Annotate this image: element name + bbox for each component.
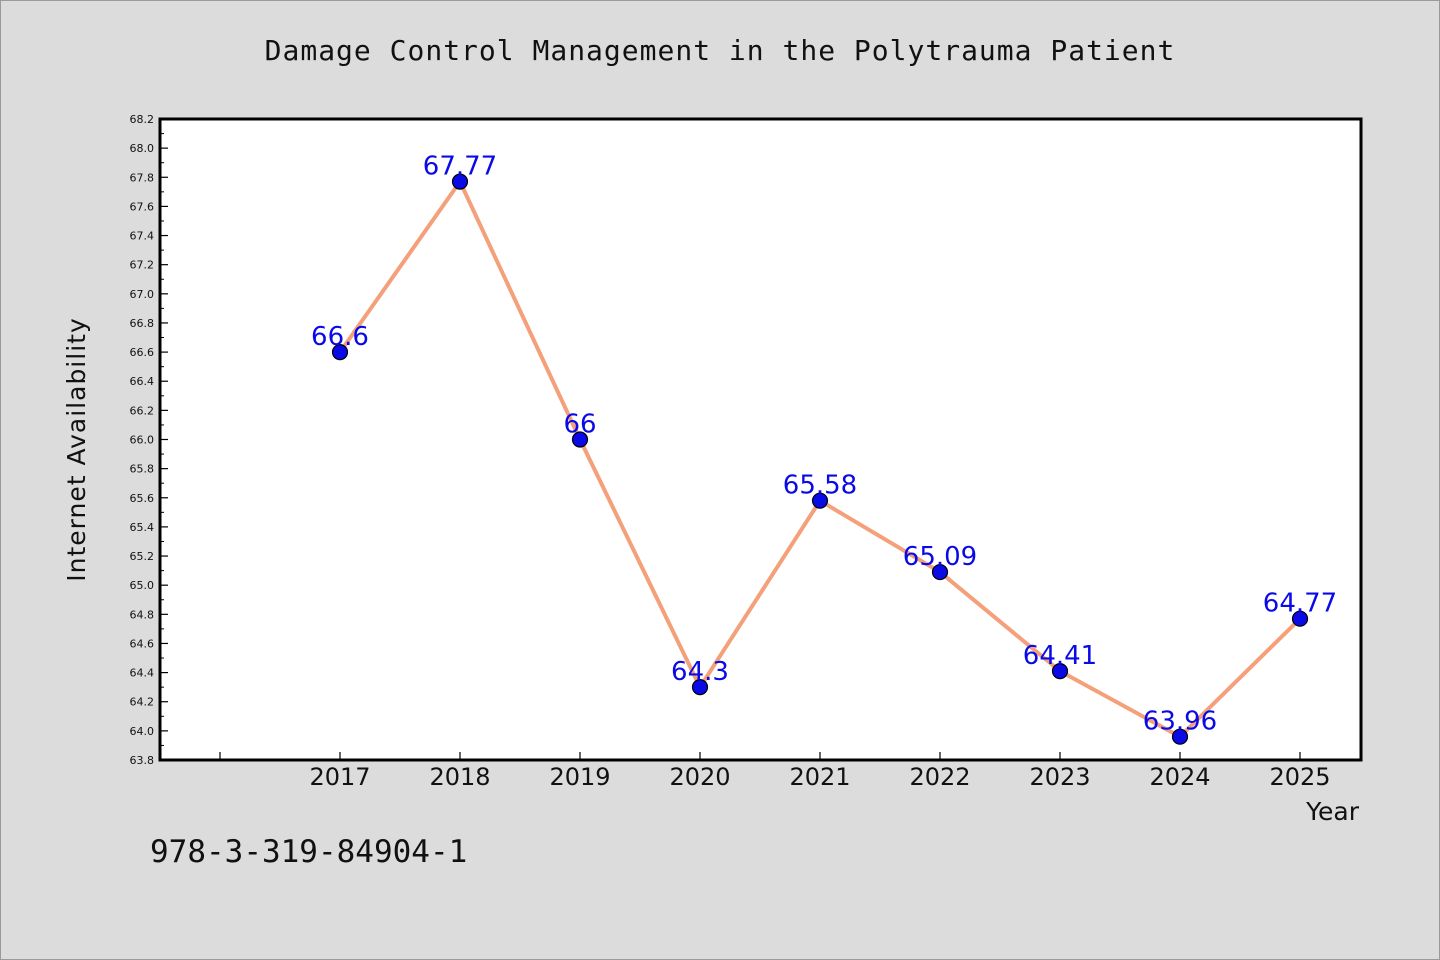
y-tick-label: 65.6 bbox=[130, 492, 155, 505]
data-label: 64.41 bbox=[1023, 641, 1097, 671]
y-tick-label: 65.4 bbox=[130, 521, 155, 534]
y-tick-label: 67.2 bbox=[130, 259, 155, 272]
data-label: 66.6 bbox=[311, 322, 369, 352]
data-point bbox=[691, 679, 709, 696]
y-tick-labels: 63.8 64.0 64.2 64.4 64.6 64.8 65.0 65.2 65.4 65.6… bbox=[130, 113, 155, 767]
y-tick-label: 67.0 bbox=[130, 288, 155, 301]
y-tick-label: 67.6 bbox=[130, 200, 155, 213]
y-tick-label: 64.6 bbox=[130, 637, 155, 650]
y-tick-label: 65.2 bbox=[130, 550, 155, 563]
data-markers bbox=[331, 173, 1309, 745]
data-labels: 66.6 67.77 66 64.3 65.58 65.09 64.41 63.96 64.77 bbox=[311, 152, 1337, 737]
y-tick-label: 65.8 bbox=[130, 463, 155, 476]
y-tick-label: 67.4 bbox=[130, 230, 155, 243]
y-tick-label: 67.8 bbox=[130, 171, 155, 184]
y-tick-label: 64.0 bbox=[130, 725, 155, 738]
data-label: 65.09 bbox=[903, 542, 977, 572]
y-tick-label: 66.0 bbox=[130, 434, 155, 447]
data-point bbox=[331, 343, 349, 361]
x-tick-label: 2018 bbox=[429, 763, 490, 791]
x-tick-label: 2025 bbox=[1269, 763, 1330, 791]
data-label: 64.3 bbox=[671, 657, 729, 687]
y-tick-label: 65.0 bbox=[130, 579, 155, 592]
data-point bbox=[931, 563, 949, 581]
data-label: 67.77 bbox=[423, 152, 497, 182]
data-label: 63.96 bbox=[1143, 707, 1217, 737]
footnote-isbn: 978-3-319-84904-1 bbox=[150, 834, 468, 870]
data-label: 64.77 bbox=[1263, 589, 1337, 619]
y-tick-label: 68.0 bbox=[130, 142, 155, 155]
x-tick-label: 2020 bbox=[669, 763, 730, 791]
data-point bbox=[1171, 728, 1189, 745]
y-tick-label: 68.2 bbox=[130, 113, 155, 126]
x-axis-title: Year bbox=[1305, 797, 1360, 826]
data-label: 65.58 bbox=[783, 471, 857, 501]
y-tick-label: 64.8 bbox=[130, 608, 155, 621]
y-tick-label: 64.4 bbox=[130, 667, 155, 680]
data-point bbox=[451, 173, 469, 190]
x-tick-label: 2017 bbox=[309, 763, 370, 791]
data-point bbox=[811, 492, 829, 509]
x-tick-label: 2019 bbox=[549, 763, 610, 791]
x-tick-label: 2022 bbox=[909, 763, 970, 791]
data-point bbox=[1051, 663, 1069, 680]
x-tick-labels: 2017 2018 2019 2020 2021 2022 2023 2024 2025 bbox=[309, 763, 1330, 791]
chart-title: Damage Control Management in the Polytra… bbox=[264, 34, 1176, 67]
x-tick-label: 2023 bbox=[1029, 763, 1090, 791]
y-tick-label: 66.2 bbox=[130, 404, 155, 417]
y-tick-marks bbox=[160, 118, 168, 761]
data-point bbox=[571, 431, 589, 448]
y-tick-label: 66.4 bbox=[130, 375, 155, 388]
x-tick-label: 2024 bbox=[1149, 763, 1210, 791]
x-tick-label: 2021 bbox=[789, 763, 850, 791]
y-tick-label: 66.6 bbox=[130, 346, 155, 359]
plot-area bbox=[158, 117, 1363, 762]
y-tick-label: 64.2 bbox=[130, 696, 155, 709]
y-tick-label: 63.8 bbox=[130, 754, 155, 767]
data-point bbox=[1291, 610, 1309, 627]
y-tick-label: 66.8 bbox=[130, 317, 155, 330]
data-label: 66 bbox=[563, 410, 596, 440]
x-tick-marks bbox=[219, 752, 1301, 760]
y-axis-title: Internet Availability bbox=[62, 317, 91, 581]
